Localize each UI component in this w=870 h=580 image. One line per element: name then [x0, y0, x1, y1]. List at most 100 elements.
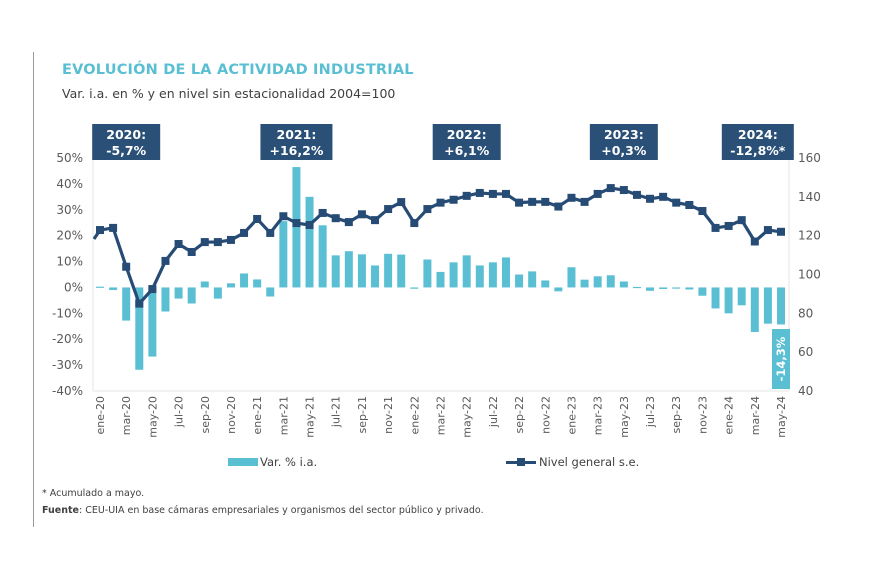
y-right-tick-label: 140 [798, 190, 821, 204]
annotation-box [432, 124, 501, 160]
legend-item-bars[interactable]: Var. % i.a. [228, 455, 317, 469]
annotation-value: +16,2% [270, 143, 324, 158]
x-tick-label: mar-21 [277, 396, 290, 435]
line-marker [423, 205, 432, 214]
line-marker [357, 210, 366, 219]
bar-mark [331, 255, 340, 288]
bar-mark [318, 225, 327, 288]
bar-mark [501, 257, 510, 288]
x-tick-label: mar-20 [120, 396, 133, 435]
x-tick-label: may-21 [304, 396, 317, 438]
line-marker [109, 223, 118, 232]
annotation-value: -12,8%* [730, 143, 786, 158]
bar-mark [187, 287, 196, 304]
bar-mark [240, 273, 249, 288]
bar-mark [344, 251, 353, 288]
bar-mark [226, 283, 235, 288]
source-note: Fuente: CEU-UIA en base cámaras empresar… [42, 505, 484, 516]
line-marker [515, 198, 524, 207]
line-marker [711, 223, 720, 232]
line-marker [580, 197, 589, 206]
line-marker [528, 197, 537, 206]
line-marker [750, 237, 759, 246]
line-marker [724, 221, 733, 230]
line-marker [148, 285, 157, 294]
bar-mark [777, 287, 785, 325]
bar-mark [711, 287, 720, 309]
bar-mark [357, 254, 366, 288]
bar-mark [515, 274, 524, 288]
legend-item-line[interactable]: Nivel general s.e. [506, 455, 639, 469]
line-marker [436, 198, 445, 207]
line-marker [135, 299, 144, 308]
x-tick-label: ene-22 [408, 396, 421, 434]
x-tick-label: mar-23 [592, 396, 605, 435]
legend-bar-label: Var. % i.a. [260, 455, 318, 469]
line-marker [593, 189, 602, 198]
x-tick-label: jul-22 [487, 396, 500, 428]
line-marker [646, 194, 655, 203]
line-marker [318, 208, 327, 217]
y-right-tick-label: 120 [798, 229, 821, 243]
line-marker [632, 190, 641, 199]
bar-mark [436, 271, 445, 288]
line-marker [488, 189, 497, 198]
bar-mark [685, 287, 694, 290]
bar-mark [763, 287, 772, 324]
line-marker [122, 262, 131, 271]
y-left-tick-label: 0% [64, 280, 83, 294]
y-right-tick-label: 60 [798, 345, 813, 359]
y-left-tick-label: -40% [52, 384, 83, 398]
x-tick-label: nov-22 [539, 396, 552, 434]
line-marker [541, 197, 550, 206]
y-left-tick-label: 40% [56, 177, 83, 191]
bar-mark [646, 287, 655, 291]
line-marker [371, 216, 380, 225]
bar-mark [724, 287, 733, 314]
bar-mark [580, 279, 589, 288]
bar-mark [213, 287, 222, 299]
line-marker [266, 228, 275, 237]
annotation-box [260, 124, 333, 160]
y-left-tick-label: -30% [52, 358, 83, 372]
legend-line-swatch [506, 457, 536, 466]
line-marker [567, 193, 576, 202]
frame-divider [33, 52, 34, 527]
x-tick-label: may-20 [146, 396, 159, 438]
line-marker [672, 198, 681, 207]
line-marker [161, 256, 170, 265]
legend-line-label: Nivel general s.e. [539, 455, 640, 469]
x-tick-label: mar-24 [749, 396, 762, 435]
line-marker [305, 220, 314, 229]
y-left-tick-label: -10% [52, 306, 83, 320]
bar-mark [305, 196, 314, 288]
line-marker [449, 195, 458, 204]
line-marker [554, 202, 563, 211]
annotation-year: 2021: [277, 127, 317, 142]
bar-mark [266, 287, 275, 297]
bar-mark [659, 287, 668, 289]
x-tick-label: nov-21 [382, 396, 395, 434]
x-tick-label: ene-23 [565, 396, 578, 434]
annotation-year: 2020: [106, 127, 146, 142]
line-marker [410, 219, 419, 228]
annotation-value: +6,1% [444, 143, 490, 158]
bar-mark [462, 255, 471, 288]
annotation-value: +0,3% [601, 143, 647, 158]
x-tick-label: sep-20 [199, 396, 212, 433]
line-marker [384, 205, 393, 214]
x-tick-label: ene-21 [251, 396, 264, 434]
y-left-tick-label: 30% [56, 203, 83, 217]
bar-mark [593, 276, 602, 288]
annotation-year: 2024: [738, 127, 778, 142]
x-tick-label: jul-20 [173, 396, 186, 428]
bar-mark [698, 287, 707, 296]
x-tick-label: jul-21 [330, 396, 343, 428]
x-tick-label: nov-20 [225, 396, 238, 434]
bar-mark [449, 262, 458, 288]
bar-mark [475, 265, 484, 288]
x-tick-label: sep-21 [356, 396, 369, 433]
bar-mark [161, 287, 170, 312]
line-marker [253, 214, 262, 223]
